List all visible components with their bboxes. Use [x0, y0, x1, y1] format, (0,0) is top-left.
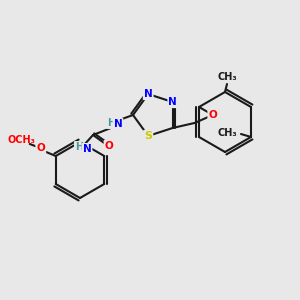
Text: N: N: [82, 144, 91, 154]
Text: O: O: [105, 141, 113, 151]
Text: O: O: [36, 143, 45, 153]
Text: O: O: [208, 110, 217, 120]
Text: CH₃: CH₃: [217, 72, 237, 82]
Text: CH₃: CH₃: [218, 128, 237, 138]
Text: H: H: [107, 118, 115, 128]
Text: S: S: [144, 131, 152, 141]
Text: N: N: [114, 119, 122, 129]
Text: H: H: [75, 142, 83, 152]
Text: OCH₃: OCH₃: [8, 135, 36, 145]
Text: N: N: [144, 89, 153, 99]
Text: N: N: [168, 97, 177, 107]
